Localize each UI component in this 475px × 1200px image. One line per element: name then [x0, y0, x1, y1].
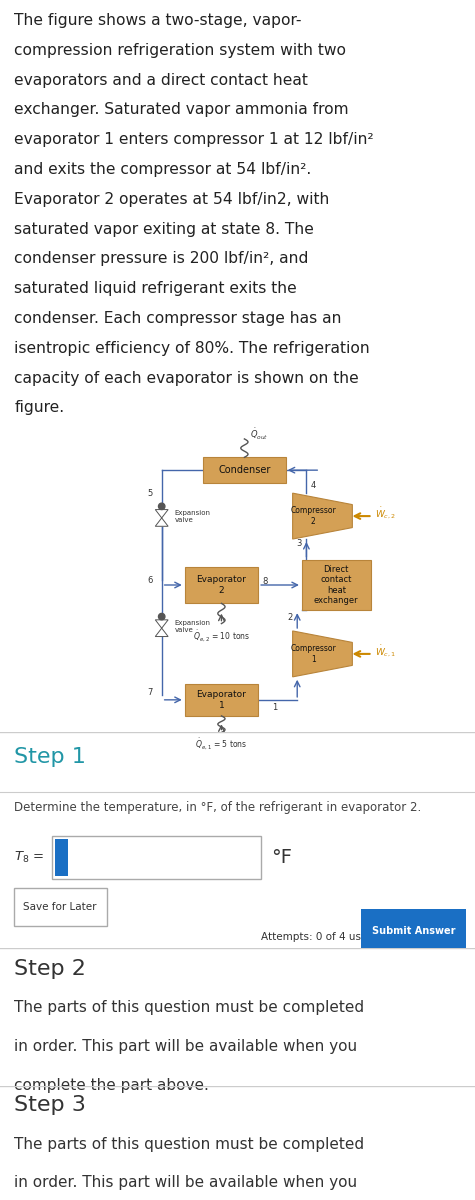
Text: condenser pressure is 200 lbf/in², and: condenser pressure is 200 lbf/in², and [14, 252, 309, 266]
Circle shape [159, 613, 165, 620]
Text: Submit Answer: Submit Answer [371, 925, 455, 936]
Text: evaporators and a direct contact heat: evaporators and a direct contact heat [14, 73, 308, 88]
Text: saturated vapor exiting at state 8. The: saturated vapor exiting at state 8. The [14, 222, 314, 236]
Text: figure.: figure. [14, 401, 65, 415]
Text: evaporator 1 enters compressor 1 at 12 lbf/in²: evaporator 1 enters compressor 1 at 12 l… [14, 132, 374, 148]
Polygon shape [293, 631, 352, 677]
FancyBboxPatch shape [52, 835, 261, 878]
Text: Condenser: Condenser [218, 466, 271, 475]
Text: 3: 3 [296, 539, 302, 548]
Text: °F: °F [271, 847, 292, 866]
Text: $\dot{Q}_{out}$: $\dot{Q}_{out}$ [250, 427, 268, 442]
FancyBboxPatch shape [55, 839, 68, 876]
FancyBboxPatch shape [302, 559, 370, 611]
Text: The parts of this question must be completed: The parts of this question must be compl… [14, 1138, 364, 1152]
Text: $\dot{Q}_{e,1}$ = 5 tons: $\dot{Q}_{e,1}$ = 5 tons [195, 737, 247, 752]
Text: Expansion
valve: Expansion valve [175, 510, 210, 522]
Polygon shape [155, 518, 168, 527]
Text: 2: 2 [287, 613, 293, 622]
Text: $\dot{W}_{c,2}$: $\dot{W}_{c,2}$ [375, 505, 397, 521]
Text: 5: 5 [147, 488, 152, 498]
Polygon shape [293, 493, 352, 539]
Text: Compressor
2: Compressor 2 [290, 506, 336, 526]
FancyBboxPatch shape [185, 566, 258, 604]
Text: The parts of this question must be completed: The parts of this question must be compl… [14, 1001, 364, 1015]
Text: isentropic efficiency of 80%. The refrigeration: isentropic efficiency of 80%. The refrig… [14, 341, 370, 355]
Text: saturated liquid refrigerant exits the: saturated liquid refrigerant exits the [14, 281, 297, 296]
Polygon shape [155, 510, 168, 518]
Text: 1: 1 [272, 703, 277, 712]
Polygon shape [155, 628, 168, 636]
Text: $\dot{Q}_{e,2}$ = 10 tons: $\dot{Q}_{e,2}$ = 10 tons [193, 629, 250, 644]
Text: exchanger. Saturated vapor ammonia from: exchanger. Saturated vapor ammonia from [14, 102, 349, 118]
Text: 6: 6 [147, 576, 152, 584]
Circle shape [159, 503, 165, 510]
Text: Attempts: 0 of 4 used: Attempts: 0 of 4 used [261, 932, 374, 942]
Text: complete the part above.: complete the part above. [14, 1078, 209, 1093]
Text: Evaporator
1: Evaporator 1 [197, 690, 247, 709]
Text: 4: 4 [311, 481, 316, 491]
Text: Save for Later: Save for Later [23, 902, 96, 912]
Polygon shape [155, 620, 168, 628]
Text: in order. This part will be available when you: in order. This part will be available wh… [14, 1175, 357, 1190]
Text: Compressor
1: Compressor 1 [290, 644, 336, 664]
Text: condenser. Each compressor stage has an: condenser. Each compressor stage has an [14, 311, 342, 326]
Text: $T_8$ =: $T_8$ = [14, 850, 45, 865]
Text: The figure shows a two-stage, vapor-: The figure shows a two-stage, vapor- [14, 13, 302, 28]
Text: Step 3: Step 3 [14, 1096, 86, 1115]
FancyBboxPatch shape [361, 910, 466, 953]
Text: capacity of each evaporator is shown on the: capacity of each evaporator is shown on … [14, 371, 359, 385]
Text: 8: 8 [263, 577, 268, 586]
Text: Direct
contact
heat
exchanger: Direct contact heat exchanger [314, 565, 359, 605]
Text: $\dot{W}_{c,1}$: $\dot{W}_{c,1}$ [375, 643, 397, 659]
Text: in order. This part will be available when you: in order. This part will be available wh… [14, 1039, 357, 1054]
Text: Determine the temperature, in °F, of the refrigerant in evaporator 2.: Determine the temperature, in °F, of the… [14, 802, 421, 814]
Text: and exits the compressor at 54 lbf/in².: and exits the compressor at 54 lbf/in². [14, 162, 312, 178]
FancyBboxPatch shape [203, 457, 286, 484]
Text: Expansion
valve: Expansion valve [175, 620, 210, 632]
FancyBboxPatch shape [14, 888, 107, 926]
Text: Step 2: Step 2 [14, 959, 86, 979]
Text: compression refrigeration system with two: compression refrigeration system with tw… [14, 43, 346, 58]
FancyBboxPatch shape [185, 684, 258, 716]
Text: Evaporator
2: Evaporator 2 [197, 575, 247, 595]
Text: Evaporator 2 operates at 54 lbf/in2, with: Evaporator 2 operates at 54 lbf/in2, wit… [14, 192, 330, 206]
Text: 7: 7 [147, 688, 152, 697]
Text: Step 1: Step 1 [14, 748, 86, 767]
